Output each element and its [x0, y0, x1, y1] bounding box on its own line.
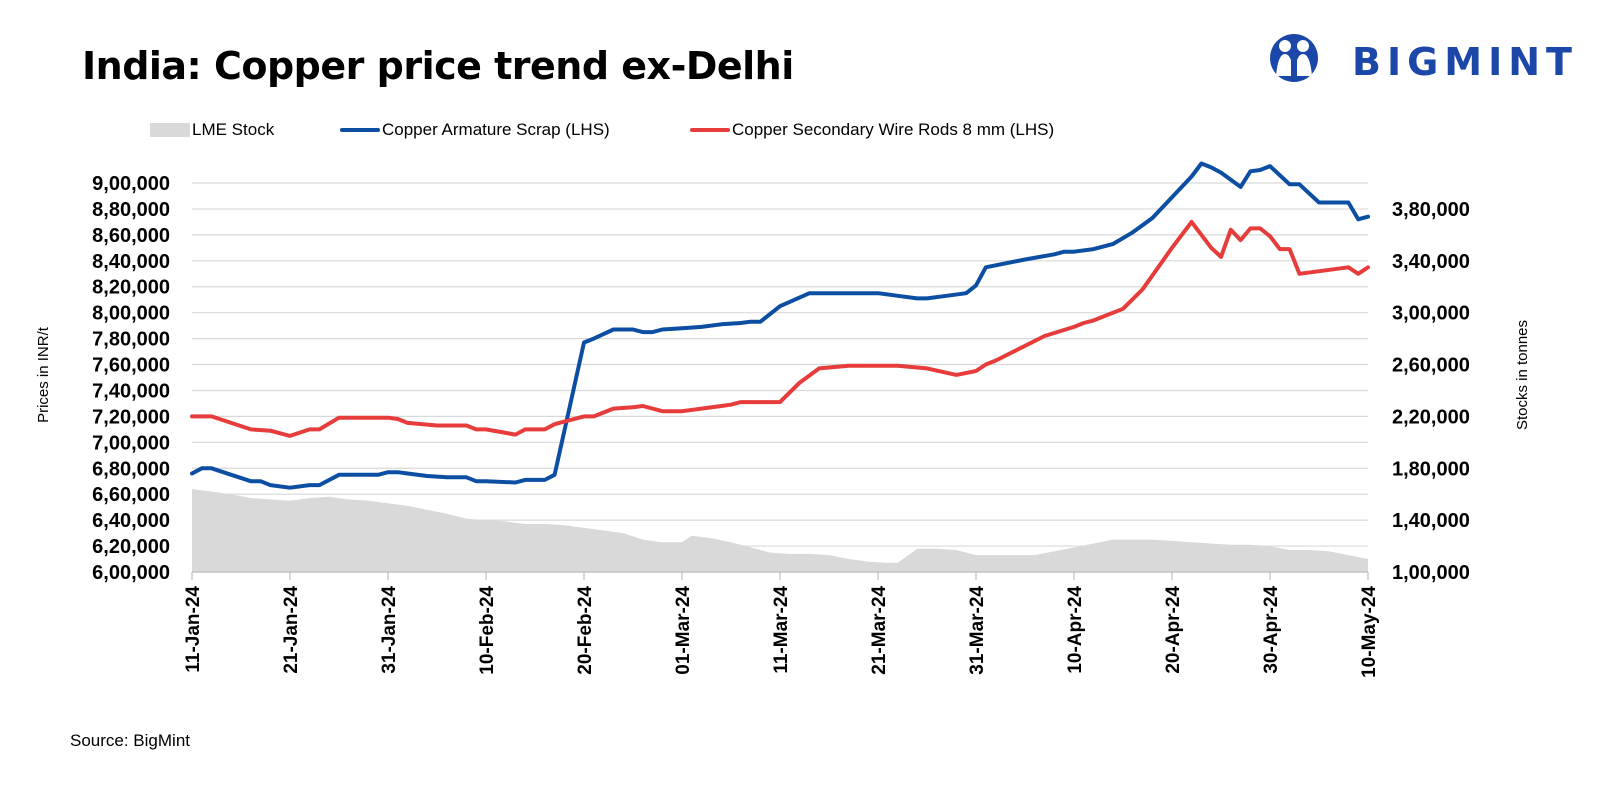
y-tick-label-right: 3,40,000 [1392, 251, 1470, 273]
y-tick-label-left: 6,00,000 [92, 562, 170, 584]
legend-item-lme-stock: LME Stock [150, 120, 274, 140]
y-axis-label-left: Prices in INR/t [35, 326, 52, 423]
y-tick-label-left: 8,40,000 [92, 251, 170, 273]
x-tick-label: 11-Jan-24 [183, 586, 204, 673]
y-tick-label-left: 9,00,000 [92, 173, 170, 195]
chart-title: India: Copper price trend ex-Delhi [82, 44, 794, 88]
y-tick-label-left: 6,20,000 [92, 536, 170, 558]
x-tick-label: 11-Mar-24 [771, 586, 792, 674]
y-tick-label-left: 8,20,000 [92, 277, 170, 299]
y-tick-label-right: 2,20,000 [1392, 406, 1470, 428]
y-tick-label-right: 1,00,000 [1392, 562, 1470, 584]
y-tick-label-left: 7,40,000 [92, 380, 170, 402]
armature-scrap-line [190, 161, 1370, 490]
x-tick-label: 20-Apr-24 [1163, 586, 1184, 674]
y-tick-label-right: 1,40,000 [1392, 510, 1470, 532]
logo-icon [1270, 34, 1318, 82]
legend-label: Copper Armature Scrap (LHS) [382, 120, 610, 139]
y-axis-label-right: Stocks in tonnes [1514, 320, 1531, 430]
y-tick-label-left: 7,20,000 [92, 406, 170, 428]
source-note: Source: BigMint [70, 731, 190, 750]
x-tick-label: 31-Mar-24 [967, 586, 988, 675]
x-tick-label: 01-Mar-24 [673, 586, 694, 675]
brand-name: BIGMINT [1352, 40, 1578, 84]
x-tick-label: 21-Mar-24 [869, 586, 890, 675]
x-tick-label: 10-May-24 [1359, 586, 1380, 678]
y-tick-label-left: 6,80,000 [92, 458, 170, 480]
x-tick-label: 20-Feb-24 [575, 586, 596, 675]
legend-item-wire-rods: Copper Secondary Wire Rods 8 mm (LHS) [690, 120, 1054, 140]
legend-swatch-lme [150, 123, 190, 137]
y-tick-label-left: 7,00,000 [92, 432, 170, 454]
legend-label: Copper Secondary Wire Rods 8 mm (LHS) [732, 120, 1055, 139]
y-tick-label-left: 7,60,000 [92, 355, 170, 377]
y-tick-label-right: 3,80,000 [1392, 199, 1470, 221]
y-tick-label-left: 6,40,000 [92, 510, 170, 532]
x-tick-label: 30-Apr-24 [1261, 586, 1282, 674]
y-tick-label-right: 3,00,000 [1392, 303, 1470, 325]
x-tick-label: 10-Feb-24 [477, 586, 498, 675]
x-tick-label: 10-Apr-24 [1065, 586, 1086, 674]
bigmint-logo: BIGMINT [1268, 32, 1572, 92]
x-tick-label: 31-Jan-24 [379, 586, 400, 674]
y-tick-label-left: 6,60,000 [92, 484, 170, 506]
y-tick-label-left: 8,80,000 [92, 199, 170, 221]
y-tick-label-left: 8,60,000 [92, 225, 170, 247]
legend-label: LME Stock [192, 120, 275, 139]
y-tick-label-right: 1,80,000 [1392, 458, 1470, 480]
wire-rods-line [190, 219, 1370, 438]
y-tick-label-right: 2,60,000 [1392, 355, 1470, 377]
legend-item-armature-scrap: Copper Armature Scrap (LHS) [340, 120, 610, 140]
x-tick-label: 21-Jan-24 [281, 586, 302, 674]
lme-stock-area [192, 489, 1368, 572]
legend-swatch-armature [340, 128, 380, 132]
legend-swatch-wire-rods [690, 128, 730, 132]
y-tick-label-left: 8,00,000 [92, 303, 170, 325]
y-tick-label-left: 7,80,000 [92, 329, 170, 351]
